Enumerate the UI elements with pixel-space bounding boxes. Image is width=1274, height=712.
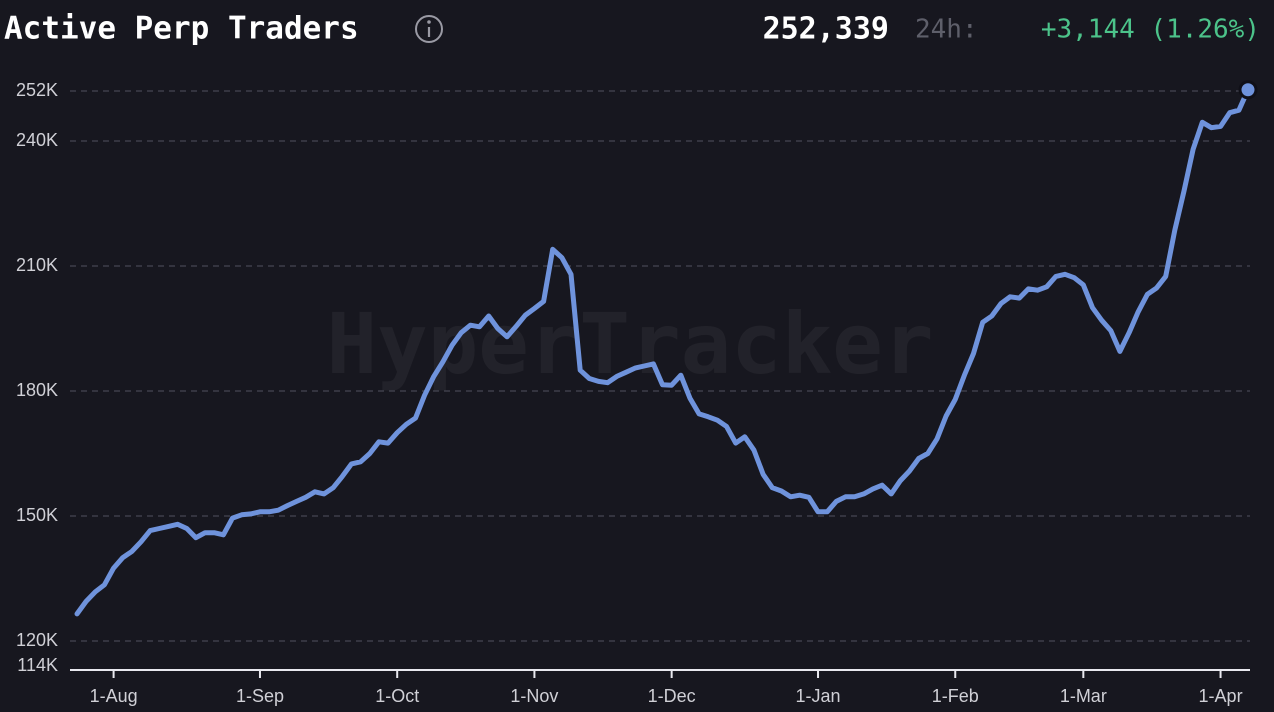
y-tick-label: 180K — [16, 380, 58, 400]
x-tick-label: 1-Oct — [375, 686, 419, 706]
y-tick-label: 210K — [16, 255, 58, 275]
change: +3,144 (1.26%) — [1041, 15, 1260, 45]
x-tick-label: 1-Nov — [510, 686, 558, 706]
chart-title: Active Perp Traders — [4, 11, 359, 47]
x-tick-label: 1-Feb — [932, 686, 979, 706]
y-tick-label: 120K — [16, 630, 58, 650]
y-tick-label: 150K — [16, 505, 58, 525]
y-tick-label: 240K — [16, 130, 58, 150]
x-tick-label: 1-Aug — [90, 686, 138, 706]
x-tick-label: 1-Sep — [236, 686, 284, 706]
x-tick-label: 1-Mar — [1060, 686, 1107, 706]
watermark: HyperTracker — [327, 295, 934, 393]
last-point — [1238, 80, 1258, 100]
x-tick-label: 1-Jan — [796, 686, 841, 706]
info-icon[interactable] — [415, 15, 443, 43]
x-tick-label: 1-Apr — [1199, 686, 1243, 706]
series-line — [74, 87, 1251, 617]
change-period: 24h: — [915, 15, 978, 45]
x-tick-label: 1-Dec — [648, 686, 696, 706]
y-tick-label: 114K — [17, 655, 58, 675]
y-tick-label: 252K — [16, 80, 58, 100]
current-value: 252,339 — [763, 12, 889, 47]
